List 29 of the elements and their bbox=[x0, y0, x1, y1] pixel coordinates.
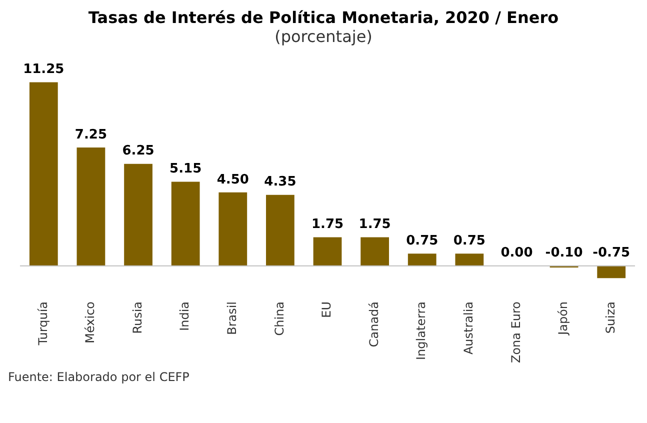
x-tick-label: EU bbox=[320, 301, 334, 318]
data-label: 0.75 bbox=[406, 233, 438, 248]
chart-title: Tasas de Interés de Política Monetaria, 2020 / Enero bbox=[87, 8, 560, 27]
data-label: 1.75 bbox=[311, 217, 344, 232]
data-label: 1.75 bbox=[358, 217, 391, 232]
x-tick-label: Japón bbox=[556, 301, 570, 336]
data-label: -0.10 bbox=[545, 246, 583, 261]
data-label: 7.25 bbox=[74, 127, 107, 142]
x-tick-label: México bbox=[83, 301, 98, 344]
data-label: 11.25 bbox=[23, 62, 64, 78]
data-label: 4.50 bbox=[216, 172, 249, 188]
data-label: 0.00 bbox=[500, 246, 533, 261]
source-note: Fuente: Elaborado por el CEFP bbox=[8, 370, 190, 384]
x-tick-label: Canadá bbox=[366, 301, 381, 348]
data-label: 0.75 bbox=[453, 233, 486, 248]
x-tick-label: India bbox=[178, 301, 192, 331]
data-label: 4.35 bbox=[264, 174, 296, 190]
x-tick-label: Australia bbox=[462, 301, 476, 355]
x-tick-label: Brasil bbox=[225, 301, 240, 335]
x-tick-label: Zona Euro bbox=[508, 301, 523, 364]
x-tick-label: Inglaterra bbox=[414, 301, 428, 360]
data-label: 6.25 bbox=[122, 144, 154, 159]
x-tick-label: Turquía bbox=[36, 301, 50, 346]
data-label: -0.75 bbox=[592, 246, 630, 261]
x-tick-label: China bbox=[272, 301, 286, 336]
chart-subtitle: (porcentaje) bbox=[274, 27, 374, 46]
x-tick-label: Suiza bbox=[603, 301, 618, 334]
x-tick-label: Rusia bbox=[130, 301, 144, 334]
data-label: 5.15 bbox=[170, 162, 202, 177]
